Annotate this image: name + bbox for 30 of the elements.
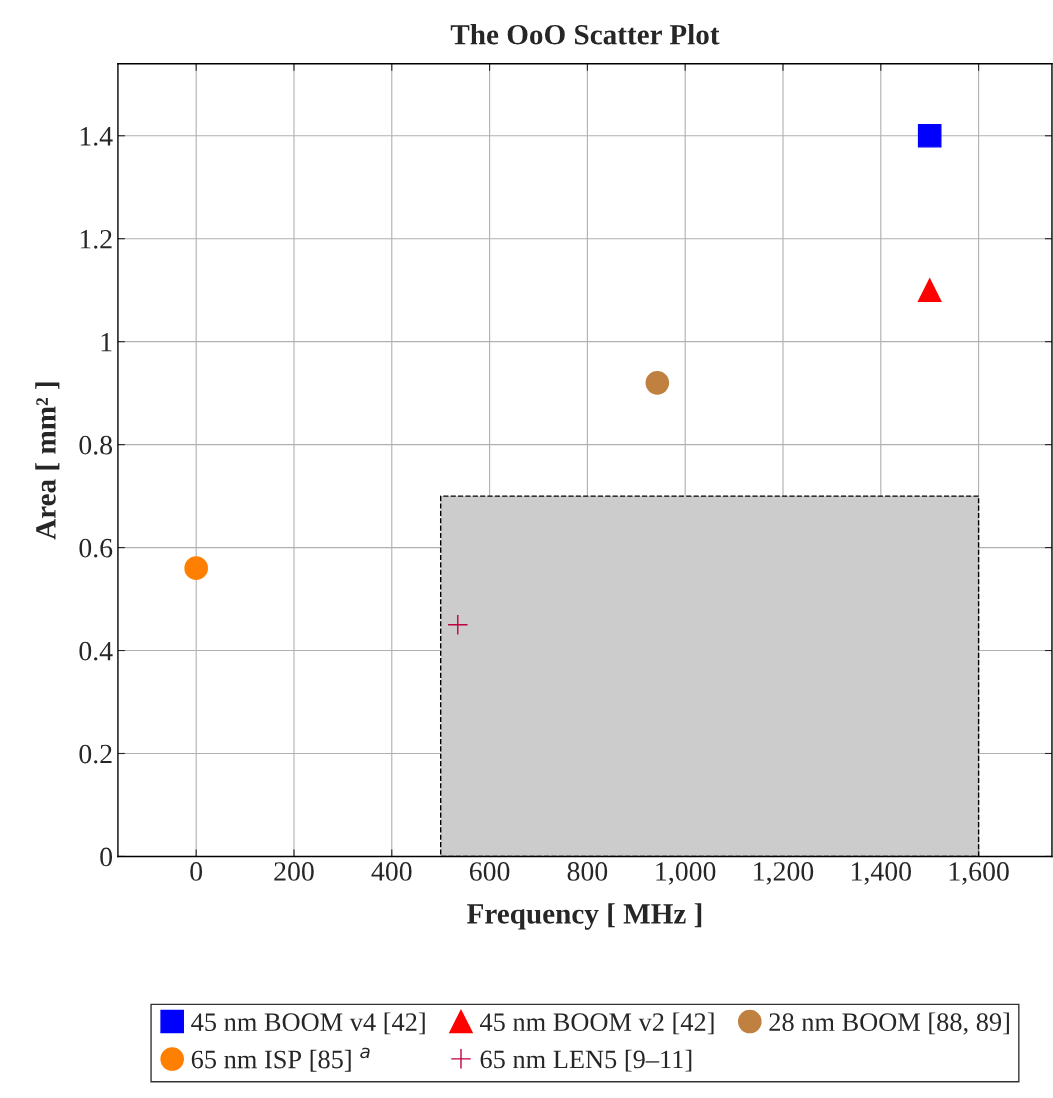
y-tick-label: 0 — [100, 847, 113, 867]
y-axis-title: Area [ mm² ] — [35, 382, 60, 540]
point — [447, 614, 469, 636]
y-tick-label: 0.6 — [79, 538, 113, 558]
legend-label: 45 nm BOOM v2 [42] — [479, 1012, 714, 1035]
x-tick-label: 1,000 — [656, 862, 716, 885]
x-tick-label: 0 — [190, 862, 203, 881]
point — [645, 371, 670, 395]
x-tick-label: 600 — [469, 862, 510, 881]
point — [184, 556, 208, 580]
x-tick-label: 400 — [371, 862, 412, 881]
x-tick-label: 1,600 — [949, 862, 1009, 885]
y-tick-label: 0.2 — [79, 744, 112, 764]
y-tick-label: 0.8 — [79, 435, 113, 455]
legend-label: 28 nm BOOM [88, 89] — [769, 1012, 1009, 1035]
y-tick-label: 0.4 — [79, 641, 113, 661]
x-tick-label: 1,200 — [754, 862, 814, 885]
legend-label: 65 nm ISP [85] $^{a}$ — [191, 1047, 370, 1072]
legend-label: 45 nm BOOM v4 [42] — [191, 1012, 425, 1035]
legend-label: 65 nm LEN5 [9–11] — [480, 1049, 692, 1072]
y-tick-label: 1.4 — [80, 127, 113, 146]
x-tick-label: 200 — [274, 862, 314, 881]
x-axis-title: Frequency [ MHz ] — [467, 903, 702, 930]
chart-title: The OoO Scatter Plot — [450, 24, 720, 45]
point — [917, 278, 942, 302]
point — [917, 123, 942, 148]
y-tick-label: 1 — [101, 332, 112, 352]
x-tick-label: 800 — [567, 862, 608, 881]
y-tick-label: 1.2 — [80, 229, 112, 249]
x-tick-label: 1,400 — [851, 862, 911, 885]
